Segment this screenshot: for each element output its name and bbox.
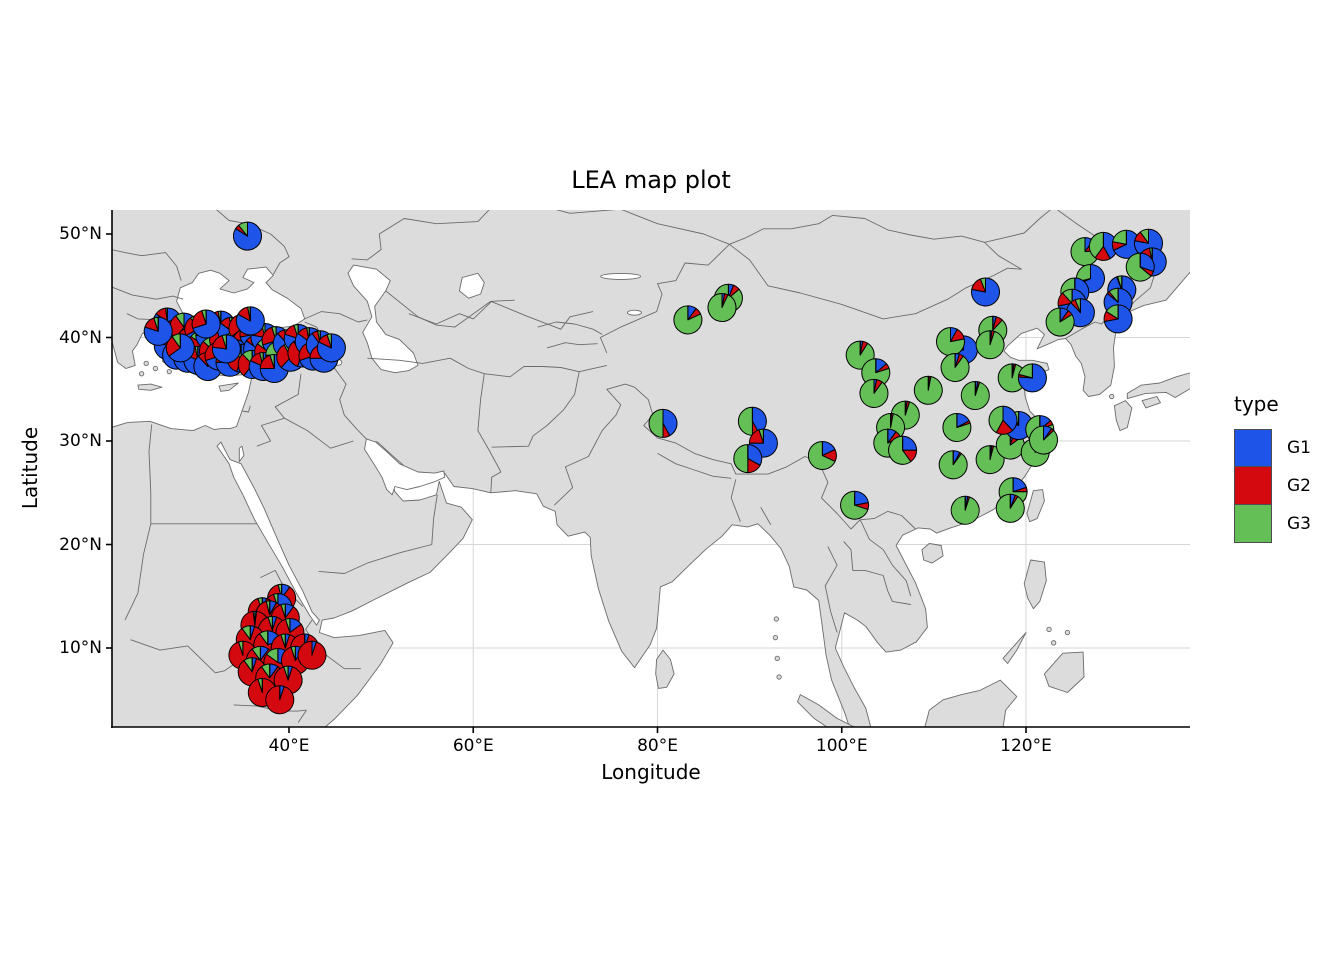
pie-marker bbox=[950, 495, 980, 525]
pie-marker bbox=[942, 413, 972, 442]
legend-key-swatch bbox=[1234, 505, 1272, 543]
pie-marker bbox=[673, 305, 703, 335]
pie-marker bbox=[940, 353, 970, 382]
y-axis-title: Latitude bbox=[18, 426, 42, 510]
x-axis-title: Longitude bbox=[601, 760, 701, 784]
legend-item-label: G3 bbox=[1287, 514, 1311, 534]
pie-marker bbox=[297, 640, 327, 670]
pie-marker bbox=[995, 493, 1025, 523]
pie-marker bbox=[861, 358, 891, 388]
x-tick-label: 100°E bbox=[815, 736, 868, 756]
legend-title: type bbox=[1234, 392, 1279, 416]
pie-marker bbox=[648, 408, 678, 438]
pie-marker bbox=[211, 334, 241, 364]
legend: type G1 G2 G3 bbox=[1234, 392, 1311, 543]
y-tick-label: 10°N bbox=[59, 638, 102, 658]
legend-item-g1: G1 bbox=[1234, 429, 1311, 467]
axes bbox=[106, 210, 1190, 733]
legend-item-g2: G2 bbox=[1234, 467, 1311, 505]
pie-marker bbox=[1045, 307, 1075, 337]
chart-title: LEA map plot bbox=[571, 166, 731, 194]
x-tick-label: 60°E bbox=[452, 736, 494, 756]
pie-marker bbox=[265, 685, 295, 715]
pie-marker bbox=[960, 381, 990, 410]
pie-marker bbox=[143, 316, 173, 346]
pie-marker bbox=[859, 378, 889, 408]
pie-marker bbox=[971, 277, 1000, 307]
pie-marker bbox=[733, 444, 763, 474]
map-panel bbox=[112, 210, 1190, 727]
pie-marker bbox=[913, 375, 943, 405]
pie-marker bbox=[1125, 252, 1155, 282]
x-tick-label: 80°E bbox=[637, 736, 678, 756]
pie-marker bbox=[936, 327, 965, 357]
y-tick-label: 20°N bbox=[59, 534, 102, 555]
pie-marker bbox=[707, 293, 737, 322]
pie-marker bbox=[888, 435, 918, 465]
pie-marker bbox=[1017, 363, 1047, 393]
legend-item-g3: G3 bbox=[1234, 505, 1311, 543]
pie-marker bbox=[165, 333, 195, 363]
pie-marker bbox=[1103, 304, 1133, 334]
pie-marker bbox=[938, 450, 968, 480]
legend-key-swatch bbox=[1234, 429, 1272, 467]
y-tick-label: 30°N bbox=[59, 431, 102, 451]
legend-items: G1 G2 G3 bbox=[1234, 429, 1311, 543]
pie-marker bbox=[988, 405, 1018, 435]
pie-marker bbox=[316, 333, 346, 363]
pie-marker bbox=[235, 306, 265, 336]
pie-markers bbox=[143, 221, 1167, 715]
y-tick-label: 40°N bbox=[59, 327, 102, 348]
pie-marker bbox=[1029, 425, 1058, 455]
pie-marker bbox=[191, 309, 221, 339]
pie-marker bbox=[807, 441, 837, 470]
pie-marker bbox=[975, 330, 1005, 360]
pie-marker bbox=[840, 490, 870, 520]
x-tick-label: 120°E bbox=[1000, 736, 1052, 756]
islands bbox=[137, 357, 1190, 727]
x-tick-label: 40°E bbox=[268, 736, 310, 756]
legend-item-label: G1 bbox=[1287, 438, 1311, 458]
y-tick-label: 50°N bbox=[59, 224, 102, 244]
legend-key-swatch bbox=[1234, 467, 1272, 505]
legend-item-label: G2 bbox=[1287, 476, 1311, 496]
pie-marker bbox=[233, 221, 262, 251]
pie-marker bbox=[1088, 231, 1118, 261]
